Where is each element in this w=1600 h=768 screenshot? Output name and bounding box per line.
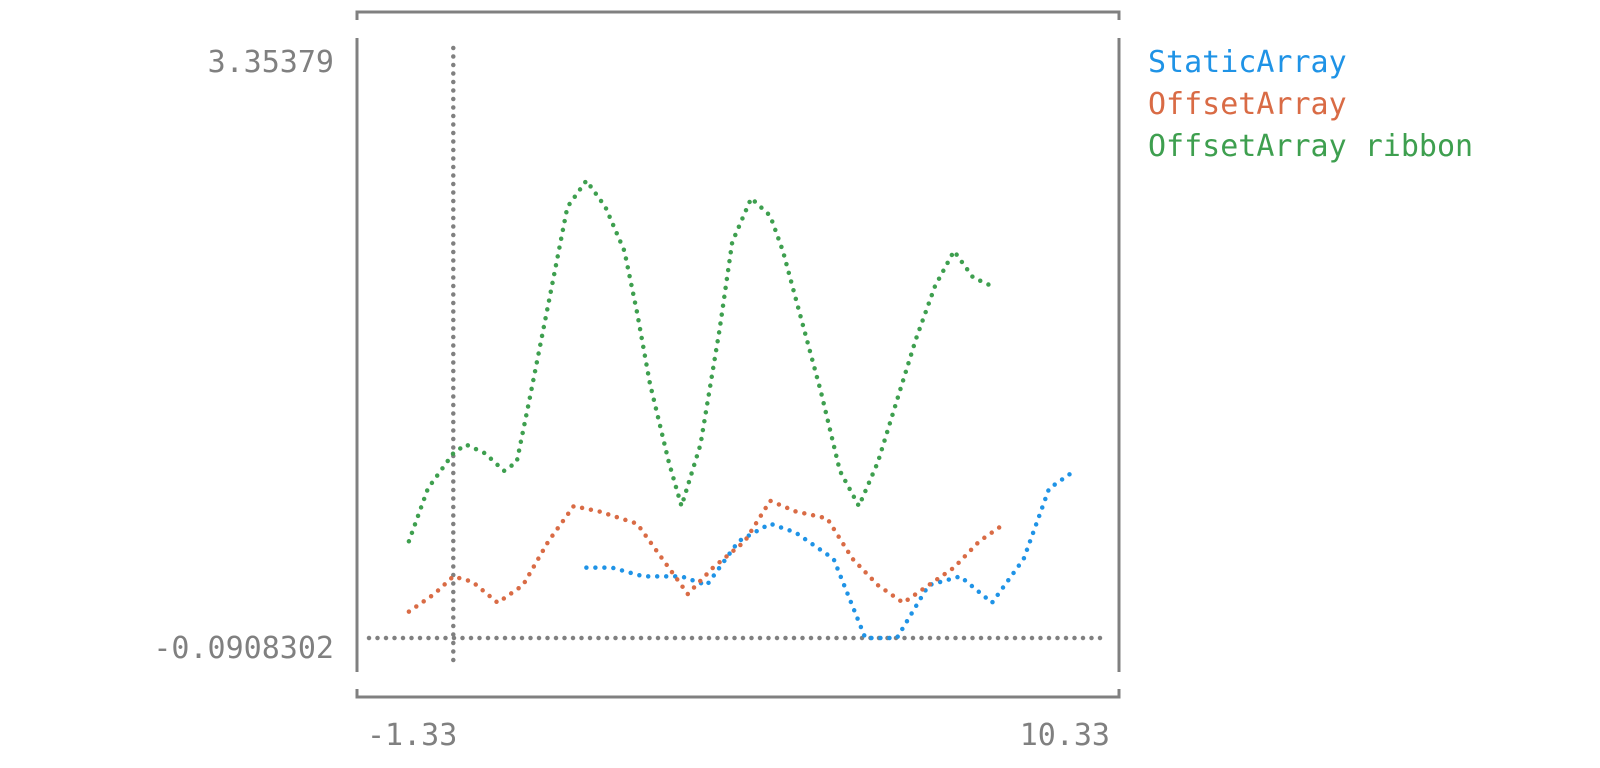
frame-top [355, 10, 1121, 20]
x-tick-label-min: -1.33 [367, 718, 457, 753]
series-line-staticarray [584, 468, 1077, 641]
series-line-offsetarray [406, 498, 1007, 614]
plot-frame [355, 10, 1121, 699]
legend-entry-staticarray: StaticArray [1148, 45, 1347, 80]
x-tick-label-max: 10.33 [1020, 718, 1110, 753]
reference-lines [366, 45, 1111, 665]
legend-entry-offsetarray: OffsetArray [1148, 87, 1347, 122]
y-tick-label-max: 3.35379 [208, 45, 334, 80]
series-line-offsetarray-ribbon [406, 178, 995, 544]
series-layer [406, 178, 1077, 641]
y-tick-label-min: -0.0908302 [153, 631, 334, 666]
legend: StaticArray OffsetArray OffsetArray ribb… [1148, 45, 1473, 164]
legend-entry-offsetarray-ribbon: OffsetArray ribbon [1148, 129, 1473, 164]
frame-bottom [355, 689, 1121, 699]
